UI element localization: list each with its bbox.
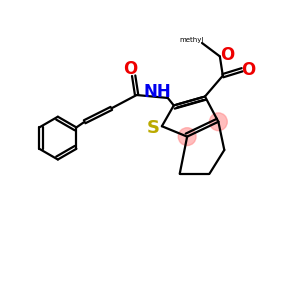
Text: O: O — [220, 46, 234, 64]
Text: S: S — [146, 119, 160, 137]
Text: O: O — [124, 60, 138, 78]
Circle shape — [209, 113, 227, 131]
Text: O: O — [242, 61, 256, 79]
Text: methyl: methyl — [179, 37, 204, 43]
Circle shape — [178, 128, 196, 146]
Text: NH: NH — [144, 83, 171, 101]
